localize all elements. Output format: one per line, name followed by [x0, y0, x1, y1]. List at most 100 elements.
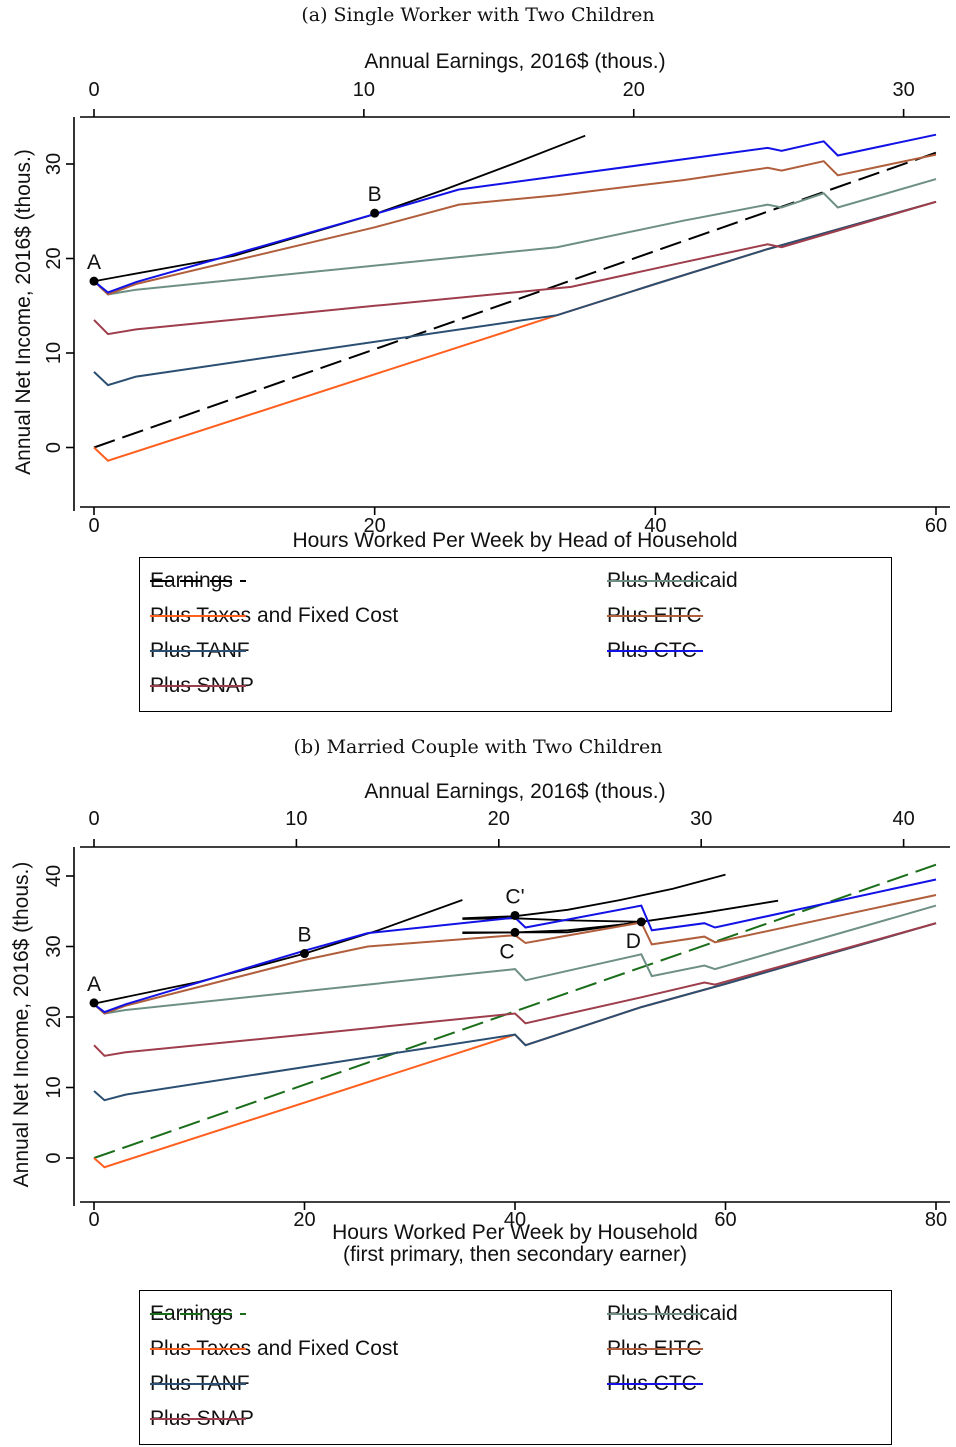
x-tick-label: 40 — [644, 515, 666, 537]
legend-swatch — [150, 685, 246, 687]
point-marker — [636, 917, 646, 927]
chart-panel-b: 0 10 20 30 40 0 20 40 60 80 0 10 20 30 40 Annual Earnin… — [10, 780, 950, 1266]
legend-item: Plus SNAP — [150, 1406, 254, 1432]
y-tick-label: 10 — [43, 1076, 65, 1098]
x-axis-label-2: (first primary, then secondary earner) — [343, 1243, 687, 1266]
legend-item: Plus SNAP — [150, 673, 254, 699]
point-label: A — [87, 251, 101, 274]
indifference-curve — [93, 134, 586, 283]
point-marker — [300, 949, 309, 959]
series-line-plus-snap — [93, 200, 937, 336]
top-axis-label: Annual Earnings, 2016$ (thous.) — [364, 780, 665, 803]
y-tick-label: 20 — [43, 1006, 65, 1028]
indifference-curve — [93, 899, 463, 1005]
x-tick-label: 20 — [364, 515, 386, 537]
x-tick-label: 20 — [293, 1209, 315, 1231]
point-marker — [89, 276, 99, 286]
top-tick-label: 0 — [88, 808, 99, 830]
point-marker — [370, 208, 380, 218]
legend-item: Plus EITC — [607, 1336, 703, 1362]
top-tick-label: 10 — [353, 79, 375, 101]
legend-swatch — [607, 615, 703, 617]
legend-swatch — [150, 1418, 246, 1420]
legend-item: Plus CTC — [607, 638, 703, 664]
legend-item: Earnings — [150, 1301, 246, 1327]
legend-swatch — [150, 1348, 246, 1350]
x-tick-label: 60 — [925, 515, 947, 537]
x-tick-label: 80 — [925, 1209, 947, 1231]
top-tick-label: 10 — [285, 808, 307, 830]
point-label: B — [297, 924, 311, 947]
top-tick-label: 30 — [892, 79, 914, 101]
y-tick-label: 40 — [43, 865, 65, 887]
point-label: B — [368, 183, 382, 206]
panel-b-title: (b) Married Couple with Two Children — [293, 736, 663, 758]
panel-a-title: (a) Single Worker with Two Children — [301, 4, 655, 26]
top-tick-label: 40 — [892, 808, 914, 830]
series-line-plus-ctc — [93, 133, 937, 294]
series-line-plus-medicaid — [93, 178, 937, 296]
x-tick-label: 40 — [504, 1209, 526, 1231]
y-axis-label: Annual Net Income, 2016$ (thous.) — [10, 862, 33, 1188]
legend-item: Earnings — [150, 568, 246, 594]
legend-item: Plus Medicaid — [607, 1301, 738, 1327]
top-tick-label: 30 — [690, 808, 712, 830]
series-line-plus-snap — [93, 922, 937, 1057]
y-tick-label: 20 — [43, 247, 65, 269]
legend-swatch — [607, 580, 703, 582]
series-line-plus-medicaid — [93, 904, 937, 1015]
legend-swatch — [150, 615, 246, 617]
legend-swatch — [150, 580, 246, 582]
legend-swatch — [607, 650, 703, 652]
point-marker — [510, 927, 520, 937]
series-line-plus-eitc — [93, 894, 937, 1015]
top-axis-label: Annual Earnings, 2016$ (thous.) — [364, 50, 665, 73]
x-tick-label: 0 — [88, 1209, 99, 1231]
x-tick-label: 60 — [714, 1209, 736, 1231]
legend-item: Plus EITC — [607, 603, 703, 629]
legend-item: Plus TANF — [150, 638, 250, 664]
point-label: C' — [505, 885, 524, 908]
legend-item: Plus CTC — [607, 1371, 703, 1397]
legend-label: Plus Taxes and Fixed Cost — [150, 1337, 399, 1360]
y-axis-label: Annual Net Income, 2016$ (thous.) — [12, 149, 35, 475]
point-label: A — [87, 973, 101, 996]
series-line-plus-ctc — [93, 878, 937, 1014]
legend-swatch — [150, 1313, 246, 1315]
legend-item: Plus Taxes and Fixed Cost — [150, 603, 398, 629]
x-tick-label: 0 — [88, 515, 99, 537]
legend-swatch — [607, 1313, 703, 1315]
series-line-plus-eitc — [93, 153, 937, 296]
point-marker — [510, 910, 520, 920]
series-line-earnings — [93, 151, 937, 449]
legend-swatch — [607, 1383, 703, 1385]
y-tick-label: 0 — [43, 442, 65, 453]
top-tick-label: 20 — [488, 808, 510, 830]
legend-swatch — [150, 1383, 246, 1385]
top-tick-label: 0 — [88, 79, 99, 101]
y-tick-label: 30 — [43, 153, 65, 175]
legend-panel-a: Earnings Plus Taxes and Fixed Cost Plus TA… — [139, 557, 892, 712]
legend-swatch — [607, 1348, 703, 1350]
top-tick-label: 20 — [623, 79, 645, 101]
point-label: C — [499, 940, 514, 963]
y-tick-label: 0 — [43, 1152, 65, 1163]
series-line-plus-tanf — [93, 200, 937, 387]
legend-swatch — [150, 650, 246, 652]
legend-label: Plus Taxes and Fixed Cost — [150, 604, 399, 627]
indifference-curve — [462, 873, 726, 920]
series-line-plus-tanf — [93, 922, 937, 1102]
indifference-curve — [462, 917, 642, 923]
x-axis-label: Hours Worked Per Week by Household — [332, 1221, 698, 1244]
x-axis-label: Hours Worked Per Week by Head of Househo… — [292, 529, 737, 552]
legend-panel-b: Earnings Plus Taxes and Fixed Cost Plus TA… — [139, 1290, 892, 1445]
y-tick-label: 30 — [43, 935, 65, 957]
y-tick-label: 10 — [43, 342, 65, 364]
series-line-earnings — [93, 863, 937, 1159]
legend-item: Plus TANF — [150, 1371, 250, 1397]
point-label: D — [626, 930, 641, 953]
indifference-curve — [462, 921, 642, 934]
legend-item: Plus Medicaid — [607, 568, 738, 594]
series-line-plus-taxes-and-fixed-cost — [93, 200, 937, 462]
legend-item: Plus Taxes and Fixed Cost — [150, 1336, 398, 1362]
